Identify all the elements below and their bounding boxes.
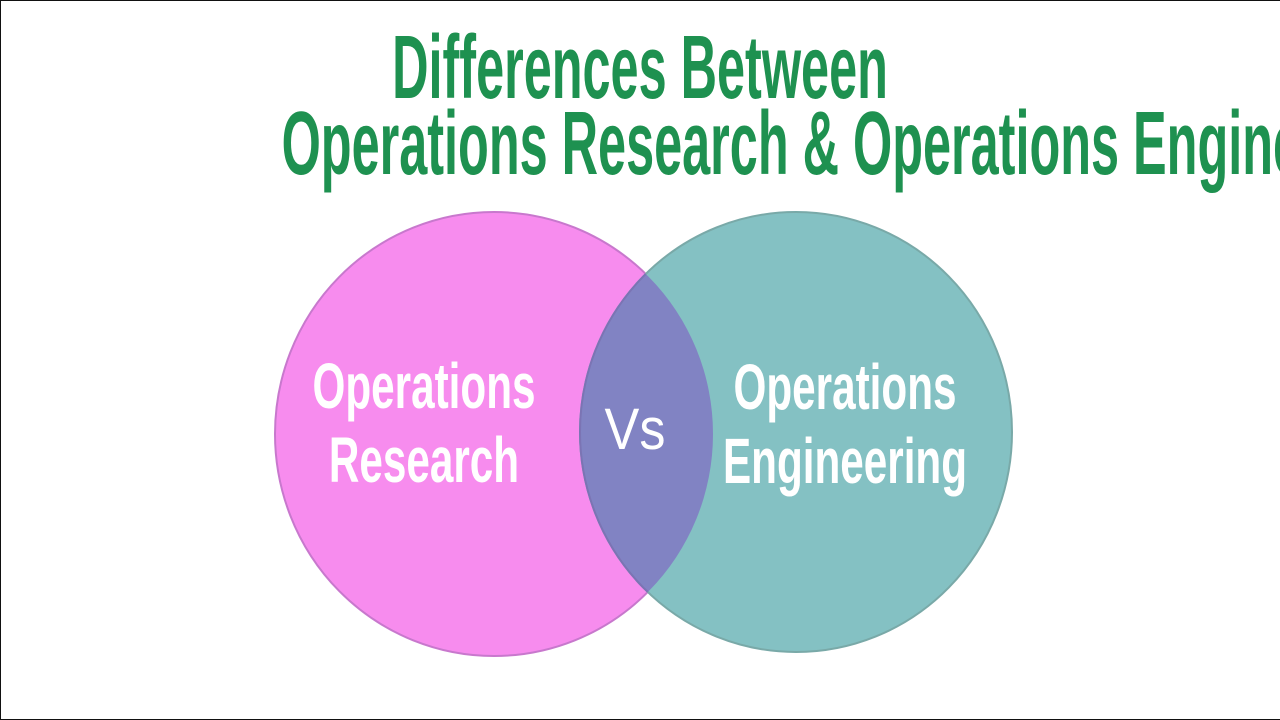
title-line-2: Operations Research & Operations Enginee… bbox=[281, 94, 1280, 194]
vs-label: Vs bbox=[604, 397, 666, 462]
title-line-1: Differences Between bbox=[392, 18, 888, 118]
left-circle-label-line-1: Operations bbox=[312, 350, 536, 422]
right-circle-label: Operations Engineering bbox=[713, 350, 977, 498]
left-circle bbox=[275, 212, 713, 656]
right-circle bbox=[580, 212, 1012, 652]
left-circle-label-line-2: Research bbox=[328, 424, 520, 496]
left-circle-label: Operations Research bbox=[292, 349, 556, 497]
overlap-region-outline bbox=[579, 212, 713, 653]
right-circle-label-line-1: Operations bbox=[733, 351, 957, 423]
right-circle-label-line-2: Engineering bbox=[722, 425, 968, 497]
page-title: Differences Between Operations Research … bbox=[281, 18, 1280, 194]
